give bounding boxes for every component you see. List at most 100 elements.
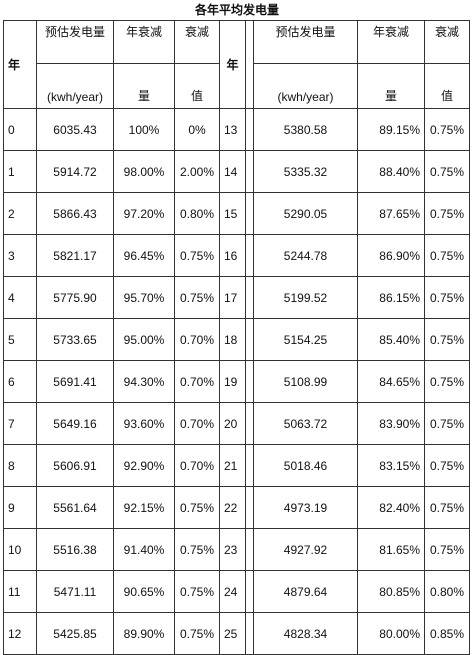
- decay-amount-cell: 100%: [113, 108, 175, 151]
- estimate-cell: 5561.64: [36, 486, 114, 529]
- decay-amount-cell: 93.60%: [113, 402, 175, 445]
- decay-value-cell: 0.75%: [174, 612, 220, 655]
- table-row: 9 5561.64 92.15% 0.75% 22 4973.19 82.40% 0.75%: [3, 486, 470, 529]
- estimate-cell: 5775.90: [36, 276, 114, 319]
- year-cell: 13: [219, 108, 246, 151]
- year-cell: 4: [3, 276, 37, 319]
- decay-amount-cell: 83.15%: [357, 444, 425, 487]
- table-row: 5 5733.65 95.00% 0.70% 18 5154.25 85.40% 0.75%: [3, 318, 470, 361]
- decay-value-cell: 0.80%: [424, 570, 470, 613]
- decay-amount-cell: 88.40%: [357, 150, 425, 193]
- year-cell: 17: [219, 276, 246, 319]
- year-cell: 21: [219, 444, 246, 487]
- decay-value-cell: 0.80%: [174, 192, 220, 235]
- year-cell: 15: [219, 192, 246, 235]
- decay-value-cell: 0.75%: [424, 528, 470, 571]
- year-cell: 12: [3, 612, 37, 655]
- decay-value-cell: 0.75%: [424, 486, 470, 529]
- header-decay-amount-left: 年衰减: [113, 20, 175, 64]
- decay-amount-cell: 89.90%: [113, 612, 175, 655]
- estimate-cell: 5516.38: [36, 528, 114, 571]
- table-row: 2 5866.43 97.20% 0.80% 15 5290.05 87.65% 0.75%: [3, 192, 470, 235]
- decay-value-cell: 0.75%: [424, 402, 470, 445]
- year-cell: 1: [3, 150, 37, 193]
- decay-value-cell: 0.75%: [174, 486, 220, 529]
- decay-amount-cell: 95.00%: [113, 318, 175, 361]
- decay-amount-cell: 94.30%: [113, 360, 175, 403]
- table-row: 7 5649.16 93.60% 0.70% 20 5063.72 83.90% 0.75%: [3, 402, 470, 445]
- header-estimate-left: 预估发电量: [36, 20, 114, 64]
- decay-value-cell: 0%: [174, 108, 220, 151]
- table-row: 4 5775.90 95.70% 0.75% 17 5199.52 86.15% 0.75%: [3, 276, 470, 319]
- decay-amount-cell: 96.45%: [113, 234, 175, 277]
- column-spacer: [245, 20, 254, 109]
- estimate-cell: 4828.34: [253, 612, 358, 655]
- year-cell: 25: [219, 612, 246, 655]
- decay-amount-cell: 86.15%: [357, 276, 425, 319]
- estimate-cell: 5733.65: [36, 318, 114, 361]
- decay-value-cell: 2.00%: [174, 150, 220, 193]
- column-spacer: [245, 528, 254, 571]
- estimate-cell: 5914.72: [36, 150, 114, 193]
- table-row: 11 5471.11 90.65% 0.75% 24 4879.64 80.85% 0.80%: [3, 570, 470, 613]
- column-spacer: [245, 444, 254, 487]
- decay-value-cell: 0.85%: [424, 612, 470, 655]
- estimate-cell: 5821.17: [36, 234, 114, 277]
- estimate-cell: 4973.19: [253, 486, 358, 529]
- header-estimate-right: 预估发电量: [253, 20, 358, 64]
- decay-value-cell: 0.70%: [174, 444, 220, 487]
- year-cell: 16: [219, 234, 246, 277]
- decay-amount-cell: 89.15%: [357, 108, 425, 151]
- decay-amount-cell: 86.90%: [357, 234, 425, 277]
- decay-amount-cell: 85.40%: [357, 318, 425, 361]
- estimate-cell: 4879.64: [253, 570, 358, 613]
- header-decay-amount-left-2: 量: [113, 63, 175, 109]
- header-unit-right: (kwh/year): [253, 63, 358, 109]
- decay-value-cell: 0.75%: [424, 360, 470, 403]
- decay-amount-cell: 84.65%: [357, 360, 425, 403]
- decay-value-cell: 0.75%: [424, 192, 470, 235]
- decay-amount-cell: 82.40%: [357, 486, 425, 529]
- column-spacer: [245, 486, 254, 529]
- estimate-cell: 5108.99: [253, 360, 358, 403]
- table-row: 0 6035.43 100% 0% 13 5380.58 89.15% 0.75%: [3, 108, 470, 151]
- decay-value-cell: 0.75%: [174, 528, 220, 571]
- year-cell: 3: [3, 234, 37, 277]
- decay-amount-cell: 80.85%: [357, 570, 425, 613]
- decay-value-cell: 0.70%: [174, 402, 220, 445]
- decay-amount-cell: 80.00%: [357, 612, 425, 655]
- year-cell: 10: [3, 528, 37, 571]
- estimate-cell: 5866.43: [36, 192, 114, 235]
- decay-value-cell: 0.75%: [424, 444, 470, 487]
- column-spacer: [245, 360, 254, 403]
- estimate-cell: 5691.41: [36, 360, 114, 403]
- decay-amount-cell: 90.65%: [113, 570, 175, 613]
- column-spacer: [245, 150, 254, 193]
- table-row: 12 5425.85 89.90% 0.75% 25 4828.34 80.00% 0.85%: [3, 612, 470, 655]
- decay-value-cell: 0.75%: [424, 318, 470, 361]
- estimate-cell: 5244.78: [253, 234, 358, 277]
- estimate-cell: 5063.72: [253, 402, 358, 445]
- page-title: 各年平均发电量: [194, 3, 279, 17]
- column-spacer: [245, 108, 254, 151]
- header-row-bottom: (kwh/year) 量 值 (kwh/year) 量 值: [4, 63, 470, 109]
- decay-value-cell: 0.75%: [174, 276, 220, 319]
- decay-value-cell: 0.75%: [174, 570, 220, 613]
- estimate-cell: 5199.52: [253, 276, 358, 319]
- year-cell: 5: [3, 318, 37, 361]
- decay-amount-cell: 97.20%: [113, 192, 175, 235]
- estimate-cell: 5290.05: [253, 192, 358, 235]
- decay-amount-cell: 87.65%: [357, 192, 425, 235]
- column-spacer: [245, 570, 254, 613]
- column-spacer: [245, 234, 254, 277]
- header-decay-value-left: 衰减: [174, 20, 220, 64]
- year-cell: 20: [219, 402, 246, 445]
- decay-amount-cell: 92.15%: [113, 486, 175, 529]
- year-cell: 24: [219, 570, 246, 613]
- year-cell: 18: [219, 318, 246, 361]
- column-spacer: [245, 276, 254, 319]
- header-year-left: 年: [3, 20, 37, 109]
- estimate-cell: 5425.85: [36, 612, 114, 655]
- decay-amount-cell: 92.90%: [113, 444, 175, 487]
